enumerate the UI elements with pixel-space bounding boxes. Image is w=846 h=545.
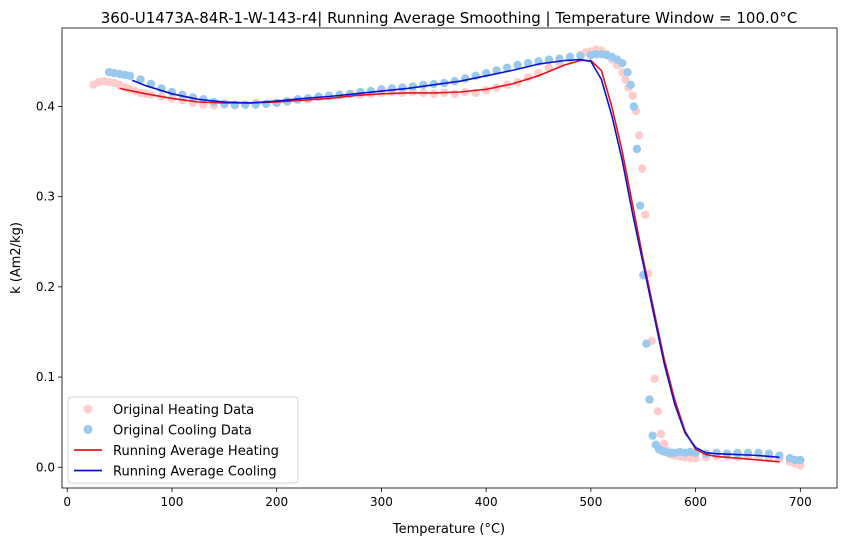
scatter-point-1-5: [136, 75, 145, 84]
x-tick-label-7: 700: [789, 495, 812, 509]
scatter-point-0-67: [641, 210, 650, 219]
scatter-point-1-76: [712, 448, 721, 458]
x-axis: 0 100 200 300 400 500 600 700: [63, 488, 812, 509]
scatter-point-1-85: [796, 455, 805, 465]
x-tick-label-3: 300: [370, 495, 393, 509]
scatter-point-1-40: [502, 63, 512, 72]
legend-box: [67, 396, 299, 484]
scatter-point-1-42: [523, 58, 533, 68]
x-tick-label-6: 600: [684, 495, 707, 509]
y-axis: 0.0 0.1 0.2 0.3 0.4: [36, 99, 62, 474]
series-line-3: [131, 58, 780, 459]
scatter-point-1-27: [366, 86, 376, 96]
scatter-point-1-58: [632, 144, 642, 154]
scatter-point-0-40: [450, 89, 459, 99]
y-tick-label-4: 0.4: [36, 99, 55, 113]
y-tick-label-0: 0.0: [36, 460, 55, 474]
x-tick-label-1: 100: [161, 495, 184, 509]
scatter-point-1-59: [635, 201, 645, 210]
legend-label-2: Running Average Heating: [113, 444, 279, 459]
scatter-point-1-56: [626, 80, 635, 90]
chart-title: 360-U1473A-84R-1-W-143-r4| Running Avera…: [101, 9, 798, 27]
scatter-point-1-13: [220, 99, 229, 108]
scatter-point-0-63: [628, 91, 637, 100]
scatter-point-1-32: [419, 80, 428, 90]
x-axis-label: Temperature (°C): [392, 522, 505, 537]
legend-label-0: Original Heating Data: [113, 403, 254, 418]
x-tick-label-0: 0: [63, 495, 71, 509]
scatter-layer: [89, 45, 805, 470]
scatter-point-1-15: [241, 100, 250, 109]
y-axis-label: k (Am2/kg): [9, 222, 24, 294]
scatter-point-1-30: [398, 83, 407, 92]
y-tick-label-1: 0.1: [36, 370, 55, 384]
y-tick-label-2: 0.2: [36, 280, 55, 294]
scatter-point-0-71: [653, 407, 663, 416]
scatter-point-1-28: [377, 85, 386, 94]
legend-marker-1: [83, 425, 93, 434]
scatter-point-1-54: [618, 58, 627, 68]
scatter-point-1-78: [733, 448, 742, 458]
scatter-point-1-61: [642, 339, 651, 348]
scatter-point-1-47: [576, 51, 585, 61]
scatter-point-1-46: [565, 52, 575, 62]
legend: Original Heating Data Original Cooling Da…: [67, 396, 299, 484]
scatter-point-1-63: [648, 431, 657, 440]
scatter-point-1-82: [775, 451, 784, 460]
x-tick-label-2: 200: [265, 495, 288, 509]
scatter-point-0-65: [634, 131, 644, 140]
scatter-point-1-33: [429, 79, 438, 89]
y-tick-label-3: 0.3: [36, 190, 55, 204]
legend-label-1: Original Cooling Data: [113, 424, 252, 439]
line-layer: [119, 58, 780, 463]
scatter-point-0-38: [429, 89, 438, 99]
scatter-point-1-41: [513, 60, 522, 70]
scatter-point-1-4: [125, 71, 135, 81]
scatter-point-1-62: [645, 395, 654, 404]
plot-area: [89, 45, 805, 470]
x-tick-label-5: 500: [579, 495, 602, 509]
plot-frame: [61, 27, 838, 489]
scatter-point-1-57: [629, 102, 639, 111]
scatter-point-1-29: [387, 84, 397, 93]
x-tick-label-4: 400: [475, 495, 498, 509]
scatter-point-0-73: [659, 439, 669, 449]
scatter-point-0-70: [650, 374, 659, 384]
legend-marker-0: [83, 404, 93, 414]
legend-label-3: Running Average Cooling: [113, 465, 277, 480]
scatter-point-0-61: [621, 75, 630, 84]
scatter-point-1-55: [623, 67, 632, 77]
scatter-point-0-72: [656, 429, 666, 439]
scatter-point-0-66: [638, 164, 647, 173]
